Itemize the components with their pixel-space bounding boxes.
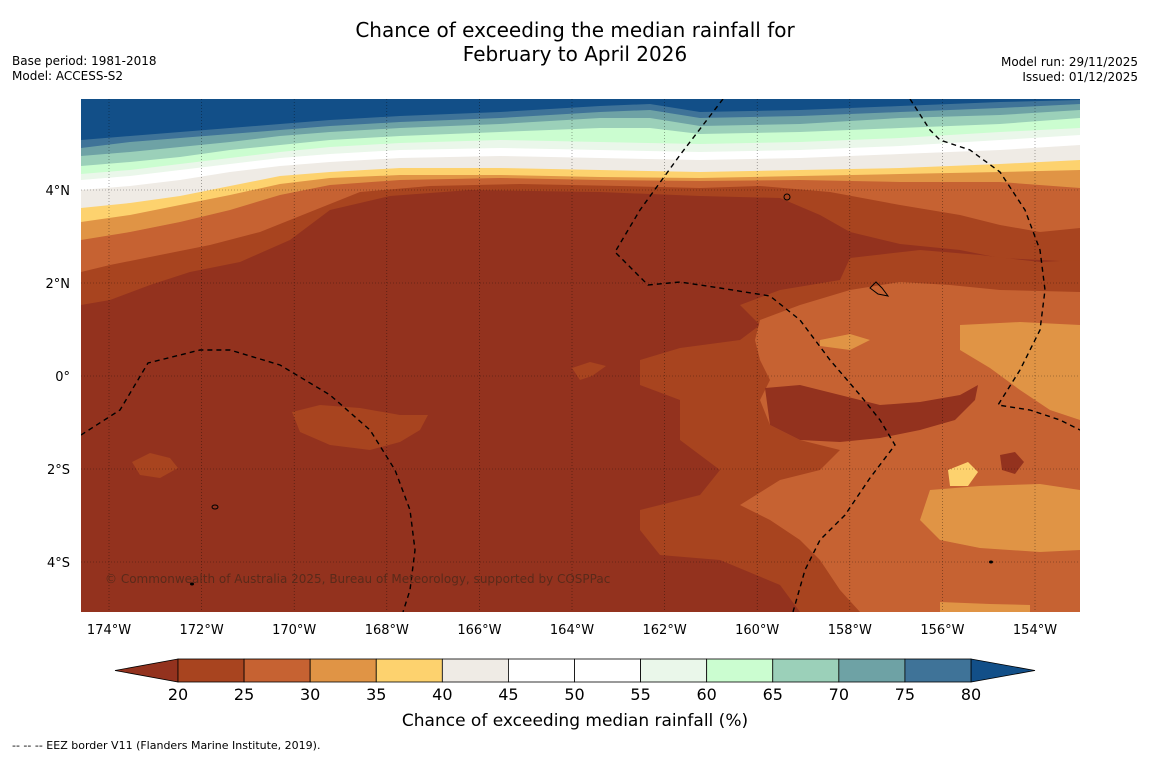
lon-label: 166°W — [457, 623, 501, 638]
colorbar-tick-label: 35 — [366, 685, 386, 704]
colorbar-segment — [706, 658, 774, 683]
lon-label: 160°W — [735, 623, 779, 638]
colorbar-tick-label: 20 — [168, 685, 188, 704]
eez-footnote: -- -- -- EEZ border V11 (Flanders Marine… — [12, 739, 321, 752]
colorbar-segment — [177, 658, 245, 683]
field-20-25-small-patch — [132, 453, 178, 478]
colorbar-tick-label: 55 — [630, 685, 650, 704]
title-line-2: February to April 2026 — [462, 42, 688, 66]
lat-label: 2°N — [46, 277, 71, 292]
lat-label: 0° — [55, 370, 70, 385]
lat-label: 4°S — [47, 556, 70, 571]
island-atoll-south — [190, 582, 194, 586]
colorbar-segment — [574, 658, 641, 683]
title-line-1: Chance of exceeding the median rainfall … — [355, 18, 795, 42]
eez-border-west — [81, 349, 416, 612]
rainfall-map — [81, 99, 1080, 612]
field-30-35-patch-center — [820, 334, 870, 350]
lon-label: 162°W — [643, 623, 687, 638]
field-below-20-east — [1000, 452, 1024, 474]
issued-date: Issued: 01/12/2025 — [1022, 70, 1138, 84]
longitude-labels: 174°W 172°W 170°W 168°W 166°W 164°W 162°W 160°W… — [87, 623, 1057, 638]
colorbar-segment — [375, 658, 443, 683]
colorbar: 20 25 30 35 40 45 50 55 60 65 70 75 80 — [114, 658, 1036, 704]
lon-label: 164°W — [550, 623, 594, 638]
field-30-35-south-east — [920, 484, 1080, 552]
lat-label: 4°N — [46, 184, 71, 199]
copyright-notice: © Commonwealth of Australia 2025, Bureau… — [105, 572, 610, 586]
colorbar-tick-label: 65 — [763, 685, 783, 704]
field-20-25-west-patch — [292, 405, 428, 450]
island-atoll-west — [211, 504, 219, 510]
colorbar-tick-label: 60 — [696, 685, 716, 704]
chart-title: Chance of exceeding the median rainfall … — [0, 18, 1150, 66]
colorbar-label: Chance of exceeding median rainfall (%) — [402, 711, 748, 731]
lat-label: 2°S — [47, 463, 70, 478]
island-atoll-east — [869, 281, 890, 297]
colorbar-tick-label: 50 — [564, 685, 584, 704]
colorbar-tick-label: 30 — [300, 685, 320, 704]
eez-border-east — [909, 99, 1080, 431]
colorbar-over-arrow — [970, 658, 1036, 683]
model-run: Model run: 29/11/2025 — [1000, 55, 1138, 69]
colorbar-segment — [904, 658, 972, 683]
meta-left: Base period: 1981-2018 Model: ACCESS-S2 — [12, 54, 157, 84]
lon-label: 168°W — [365, 623, 409, 638]
lon-label: 172°W — [180, 623, 224, 638]
field-35-40-patch — [948, 462, 978, 486]
eez-borders — [81, 99, 1080, 612]
colorbar-segment — [243, 658, 311, 683]
field-20-25-center-patch — [572, 362, 606, 380]
colorbar-segment — [640, 658, 708, 683]
meta-right: Model run: 29/11/2025 Issued: 01/12/2025 — [1001, 55, 1138, 85]
field-above-80-north — [81, 99, 1080, 140]
colorbar-tick-label: 70 — [829, 685, 849, 704]
lon-label: 154°W — [1013, 623, 1057, 638]
colorbar-tick-label: 45 — [498, 685, 518, 704]
lon-label: 158°W — [828, 623, 872, 638]
colorbar-segment — [441, 658, 509, 683]
lon-label: 170°W — [272, 623, 316, 638]
colorbar-tick-label: 25 — [234, 685, 254, 704]
field-20-25-dark-band — [765, 385, 978, 442]
colorbar-segment — [508, 658, 575, 683]
lon-label: 174°W — [87, 623, 131, 638]
colorbar-segment — [838, 658, 906, 683]
colorbar-segment — [772, 658, 840, 683]
field-30-35-southmost — [940, 602, 1030, 612]
colorbar-tick-label: 75 — [895, 685, 915, 704]
latitude-labels: 4°N 2°N 0° 2°S 4°S — [46, 184, 71, 571]
lon-label: 156°W — [920, 623, 964, 638]
colorbar-tick-label: 40 — [432, 685, 452, 704]
base-period: Base period: 1981-2018 — [12, 54, 157, 68]
colorbar-under-arrow — [114, 658, 179, 683]
colorbar-segment — [309, 658, 377, 683]
colorbar-tick-label: 80 — [961, 685, 981, 704]
island-atoll-north — [783, 193, 791, 201]
model-name: Model: ACCESS-S2 — [12, 69, 124, 83]
